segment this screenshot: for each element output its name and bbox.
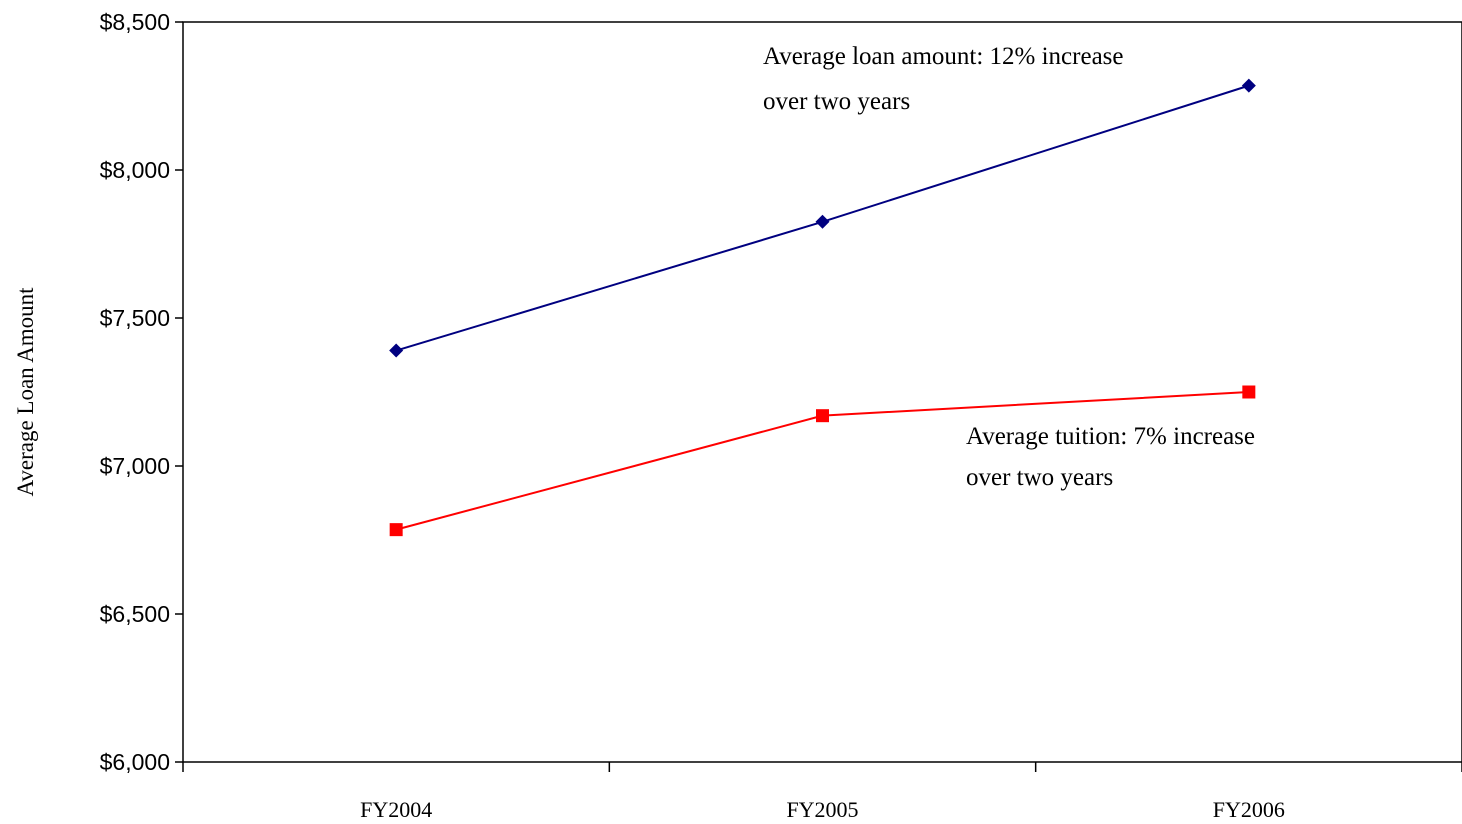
y-tick-label: $8,500 bbox=[100, 9, 170, 35]
y-axis: $6,000 $6,500 $7,000 $7,500 $8,000 $8,500 bbox=[100, 9, 183, 775]
y-tick-label: $6,500 bbox=[100, 601, 170, 627]
annotation-tuition-line-2: over two years bbox=[966, 464, 1113, 491]
annotation-tuition-line-1: Average tuition: 7% increase bbox=[966, 423, 1255, 450]
data-point-square bbox=[389, 523, 403, 537]
series-layer bbox=[389, 78, 1256, 537]
y-tick-label: $7,500 bbox=[100, 305, 170, 331]
x-axis: FY2004 FY2005 FY2006 bbox=[182, 762, 1462, 822]
annotation-tuition: Average tuition: 7% increase over two ye… bbox=[966, 423, 1261, 491]
x-tick-label: FY2006 bbox=[1213, 797, 1285, 822]
y-tick-label: $7,000 bbox=[100, 453, 170, 479]
data-point-diamond bbox=[815, 214, 830, 229]
x-tick-label: FY2004 bbox=[360, 797, 432, 822]
y-tick-label: $6,000 bbox=[100, 749, 170, 775]
y-tick-label: $8,000 bbox=[100, 157, 170, 183]
annotation-loan-line-1: Average loan amount: 12% increase bbox=[763, 43, 1124, 70]
data-point-square bbox=[816, 409, 829, 423]
data-point-diamond bbox=[389, 343, 404, 358]
annotation-loan: Average loan amount: 12% increase over t… bbox=[763, 43, 1130, 115]
annotation-loan-line-2: over two years bbox=[763, 88, 910, 115]
x-tick-label: FY2005 bbox=[786, 797, 858, 822]
y-axis-title: Average Loan Amount bbox=[13, 287, 38, 497]
plot-area bbox=[182, 21, 1462, 763]
data-point-square bbox=[1242, 385, 1256, 399]
data-point-diamond bbox=[1241, 78, 1256, 93]
